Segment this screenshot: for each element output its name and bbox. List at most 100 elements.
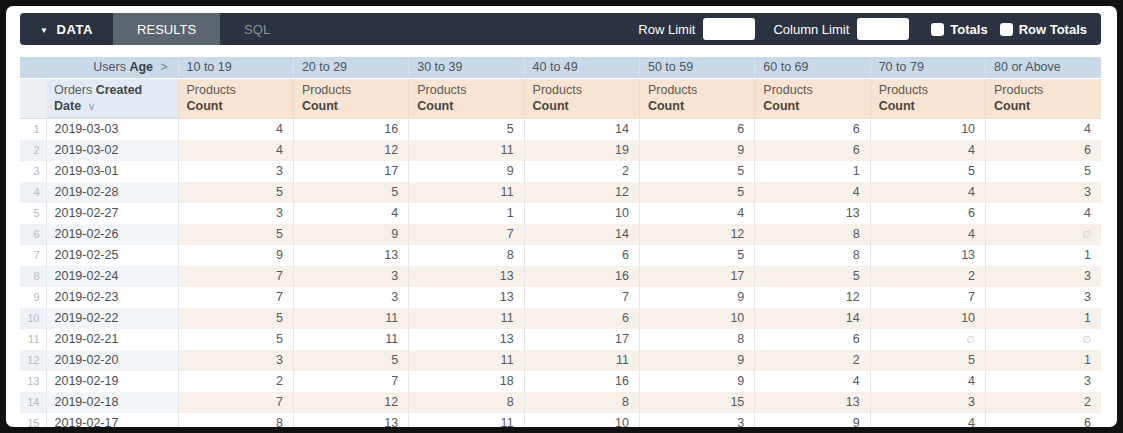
value-cell[interactable]: 4 [178, 140, 293, 161]
tab-sql[interactable]: SQL [220, 13, 294, 45]
date-cell[interactable]: 2019-02-26 [46, 224, 178, 245]
value-cell[interactable]: 9 [639, 371, 754, 392]
value-cell[interactable]: 17 [524, 329, 639, 350]
value-cell[interactable]: 5 [178, 224, 293, 245]
value-cell[interactable]: 11 [293, 308, 408, 329]
value-cell[interactable]: 1 [986, 308, 1101, 329]
row-totals-checkbox[interactable] [1000, 23, 1013, 36]
value-cell[interactable]: 10 [524, 203, 639, 224]
value-cell[interactable]: 5 [639, 161, 754, 182]
value-cell[interactable]: 8 [524, 392, 639, 413]
row-limit-input[interactable] [703, 18, 755, 40]
value-cell[interactable]: 5 [409, 119, 524, 140]
value-cell[interactable]: 13 [293, 245, 408, 266]
value-cell[interactable]: 6 [639, 119, 754, 140]
value-cell[interactable]: 6 [986, 413, 1101, 428]
value-cell[interactable]: 9 [639, 350, 754, 371]
value-cell[interactable]: 6 [524, 308, 639, 329]
value-cell[interactable]: 5 [178, 329, 293, 350]
value-cell[interactable]: 7 [524, 287, 639, 308]
value-cell[interactable]: 16 [524, 371, 639, 392]
value-cell[interactable]: 5 [178, 308, 293, 329]
pivot-value-header[interactable]: 30 to 39 [409, 57, 524, 78]
value-cell[interactable]: 14 [755, 308, 870, 329]
value-cell[interactable]: 2 [986, 392, 1101, 413]
value-cell[interactable]: 10 [639, 308, 754, 329]
measure-header[interactable]: ProductsCount [409, 78, 524, 119]
value-cell[interactable]: 3 [178, 350, 293, 371]
value-cell[interactable]: 3 [178, 161, 293, 182]
date-cell[interactable]: 2019-02-23 [46, 287, 178, 308]
value-cell[interactable]: 11 [409, 350, 524, 371]
value-cell[interactable]: 13 [755, 392, 870, 413]
value-cell[interactable]: 15 [639, 392, 754, 413]
value-cell[interactable]: 3 [293, 287, 408, 308]
date-cell[interactable]: 2019-02-21 [46, 329, 178, 350]
value-cell[interactable]: 5 [293, 182, 408, 203]
value-cell[interactable]: 4 [755, 371, 870, 392]
value-cell[interactable]: 2 [870, 266, 985, 287]
value-cell[interactable]: 4 [986, 119, 1101, 140]
value-cell[interactable]: 1 [409, 203, 524, 224]
value-cell[interactable]: 5 [986, 161, 1101, 182]
value-cell[interactable]: 1 [755, 161, 870, 182]
value-cell[interactable]: 12 [755, 287, 870, 308]
value-cell[interactable]: 3 [178, 203, 293, 224]
value-cell[interactable]: 3 [986, 266, 1101, 287]
value-cell[interactable]: 2 [755, 350, 870, 371]
value-cell[interactable]: 3 [870, 392, 985, 413]
value-cell-null[interactable]: ∅ [986, 224, 1101, 245]
date-cell[interactable]: 2019-02-18 [46, 392, 178, 413]
value-cell[interactable]: 7 [178, 287, 293, 308]
value-cell[interactable]: 11 [524, 350, 639, 371]
measure-header[interactable]: ProductsCount [755, 78, 870, 119]
value-cell[interactable]: 7 [178, 392, 293, 413]
value-cell[interactable]: 3 [986, 371, 1101, 392]
value-cell[interactable]: 13 [409, 329, 524, 350]
value-cell[interactable]: 10 [524, 413, 639, 428]
value-cell[interactable]: 19 [524, 140, 639, 161]
value-cell[interactable]: 14 [524, 119, 639, 140]
value-cell[interactable]: 7 [870, 287, 985, 308]
value-cell[interactable]: 2 [524, 161, 639, 182]
value-cell[interactable]: 3 [986, 287, 1101, 308]
value-cell[interactable]: 13 [409, 266, 524, 287]
value-cell[interactable]: 9 [178, 245, 293, 266]
date-cell[interactable]: 2019-02-20 [46, 350, 178, 371]
pivot-value-header[interactable]: 50 to 59 [639, 57, 754, 78]
date-cell[interactable]: 2019-03-03 [46, 119, 178, 140]
date-cell[interactable]: 2019-02-19 [46, 371, 178, 392]
value-cell-null[interactable]: ∅ [986, 329, 1101, 350]
value-cell[interactable]: 9 [409, 161, 524, 182]
value-cell[interactable]: 17 [639, 266, 754, 287]
tab-results[interactable]: RESULTS [113, 13, 220, 45]
measure-header[interactable]: ProductsCount [639, 78, 754, 119]
value-cell[interactable]: 9 [639, 140, 754, 161]
value-cell[interactable]: 9 [755, 413, 870, 428]
value-cell[interactable]: 7 [293, 371, 408, 392]
measure-header[interactable]: ProductsCount [524, 78, 639, 119]
value-cell[interactable]: 5 [293, 350, 408, 371]
value-cell[interactable]: 16 [293, 119, 408, 140]
value-cell[interactable]: 8 [178, 413, 293, 428]
value-cell[interactable]: 5 [870, 161, 985, 182]
totals-checkbox[interactable] [931, 23, 944, 36]
value-cell[interactable]: 4 [870, 140, 985, 161]
value-cell[interactable]: 6 [755, 119, 870, 140]
value-cell[interactable]: 5 [755, 266, 870, 287]
date-cell[interactable]: 2019-02-25 [46, 245, 178, 266]
date-cell[interactable]: 2019-02-27 [46, 203, 178, 224]
value-cell[interactable]: 3 [293, 266, 408, 287]
value-cell[interactable]: 6 [986, 140, 1101, 161]
value-cell[interactable]: 4 [639, 203, 754, 224]
date-cell[interactable]: 2019-03-02 [46, 140, 178, 161]
value-cell[interactable]: 12 [524, 182, 639, 203]
value-cell[interactable]: 11 [293, 329, 408, 350]
value-cell[interactable]: 4 [870, 182, 985, 203]
value-cell[interactable]: 7 [409, 224, 524, 245]
value-cell[interactable]: 6 [524, 245, 639, 266]
value-cell[interactable]: 17 [293, 161, 408, 182]
value-cell[interactable]: 13 [409, 287, 524, 308]
value-cell[interactable]: 13 [293, 413, 408, 428]
value-cell-null[interactable]: ∅ [870, 329, 985, 350]
